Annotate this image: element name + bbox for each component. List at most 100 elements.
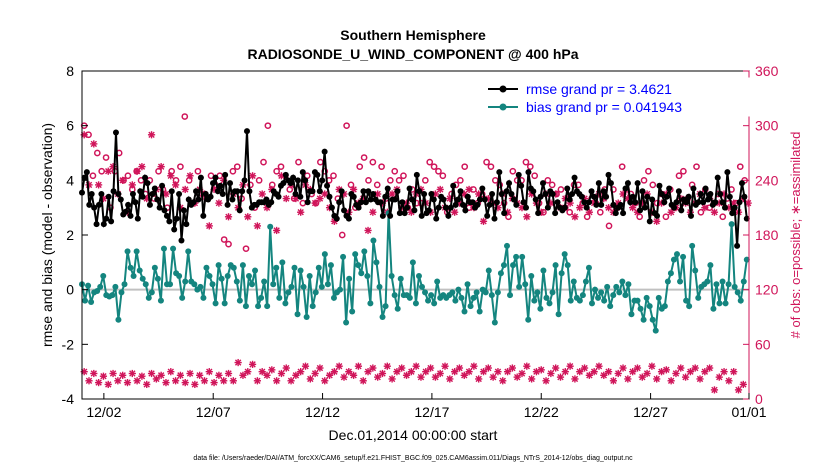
obs-assimilated-marker [297,208,305,216]
bias-point [531,297,538,304]
rmse-point [243,128,250,135]
assimilated-star-stroke [446,375,454,383]
rmse-point [493,199,500,206]
rmse-point [566,196,573,203]
rmse-point [612,210,619,217]
assimilated-star-stroke [355,363,362,370]
bias-point [488,292,495,299]
rmse-point [688,212,695,219]
rmse-point [195,196,202,203]
rmse-point [224,201,231,208]
assimilated-star-stroke [398,364,405,372]
obs-low-assimilated-marker [407,368,415,376]
bias-point [118,289,125,296]
assimilated-star-stroke [340,373,348,381]
rmse-point [607,180,614,187]
assimilated-star-stroke [605,368,612,375]
obs-possible-marker [89,172,97,180]
rmse-point [666,185,673,192]
assimilated-star-stroke [388,375,396,383]
obs-possible-marker [680,167,687,175]
obs-low-assimilated-marker [600,371,608,379]
obs-low-assimilated-marker [571,375,579,383]
x-tick-label: 12/07 [196,404,231,420]
rmse-point [489,191,496,197]
assimilated-star-stroke [600,372,607,379]
assimilated-star-stroke [220,377,227,384]
assimilated-star-stroke [90,370,98,377]
rmse-point [530,188,537,195]
x-axis-label: Dec.01,2014 00:00:00 start [329,427,498,443]
obs-possible-marker [229,167,237,175]
assimilated-star-stroke [624,375,632,383]
obs-assimilated-marker [282,194,290,203]
assimilated-star-stroke [528,375,535,383]
obs-low-assimilated-marker [691,364,699,372]
bias-point [455,286,462,293]
bias-point [215,262,222,269]
bias-point [337,286,344,293]
obs-possible-marker [557,186,565,193]
rmse-point [673,199,680,206]
obs-low-assimilated-marker [138,372,146,380]
obs-assimilated-marker [436,185,444,194]
bias-point [282,300,289,307]
obs-low-assimilated-marker [686,368,694,376]
obs-possible-marker [98,167,106,175]
obs-low-assimilated-marker [460,371,468,379]
bias-point [476,308,483,315]
assimilated-star-stroke [167,172,174,179]
obs-assimilated-marker [186,172,194,180]
rmse-point [459,201,466,208]
rmse-layer [79,128,750,249]
rmse-point [382,193,389,200]
assimilated-star-stroke [95,181,102,189]
obs-low-assimilated-marker [277,369,286,378]
obs-low-assimilated-marker [508,364,516,372]
y-tick-label: 0 [66,282,74,298]
legend: rmse grand pr = 3.4621 bias grand pr = 0… [483,77,751,117]
rmse-point [685,193,692,200]
bias-point [428,292,435,299]
bias-point [182,278,189,285]
bias-point [628,311,635,318]
obs-low-assimilated-marker [662,366,670,374]
obs-possible-marker [181,113,189,120]
rmse-point [496,169,503,176]
bias-point [115,316,122,323]
obs-low-assimilated-marker [210,379,218,387]
bias-point [136,267,143,274]
rmse-point [430,196,437,203]
assimilated-star-stroke [711,386,718,394]
obs-low-assimilated-marker [706,364,714,372]
assimilated-star-stroke [408,368,415,375]
bias-point [236,297,243,304]
obs-possible-marker [719,213,727,221]
bias-point [288,283,295,290]
rmse-point [370,191,377,197]
bias-point [209,281,216,288]
rmse-point [610,201,617,208]
bias-point [255,303,262,310]
bias-point [230,264,237,271]
legend-bias-label: bias grand pr = 0.041943 [526,99,682,115]
assimilated-star-stroke [182,379,189,386]
bias-point [394,305,401,312]
bias-point [327,262,334,269]
rmse-point [214,188,221,195]
assimilated-star-stroke [167,368,174,375]
rmse-point [93,221,100,228]
obs-low-assimilated-marker [677,364,685,372]
rmse-point [578,193,585,200]
bias-point [376,283,383,290]
obs-low-assimilated-marker [301,362,310,370]
obs-assimilated-marker [258,190,266,198]
obs-low-assimilated-marker [479,368,488,376]
rmse-point [486,201,493,208]
rmse-point [476,196,483,203]
assimilated-star-stroke [172,377,179,384]
obs-possible-marker [645,167,652,175]
obs-possible-marker [295,158,302,166]
obs-possible-marker [693,163,700,171]
assimilated-star-stroke [143,381,150,388]
